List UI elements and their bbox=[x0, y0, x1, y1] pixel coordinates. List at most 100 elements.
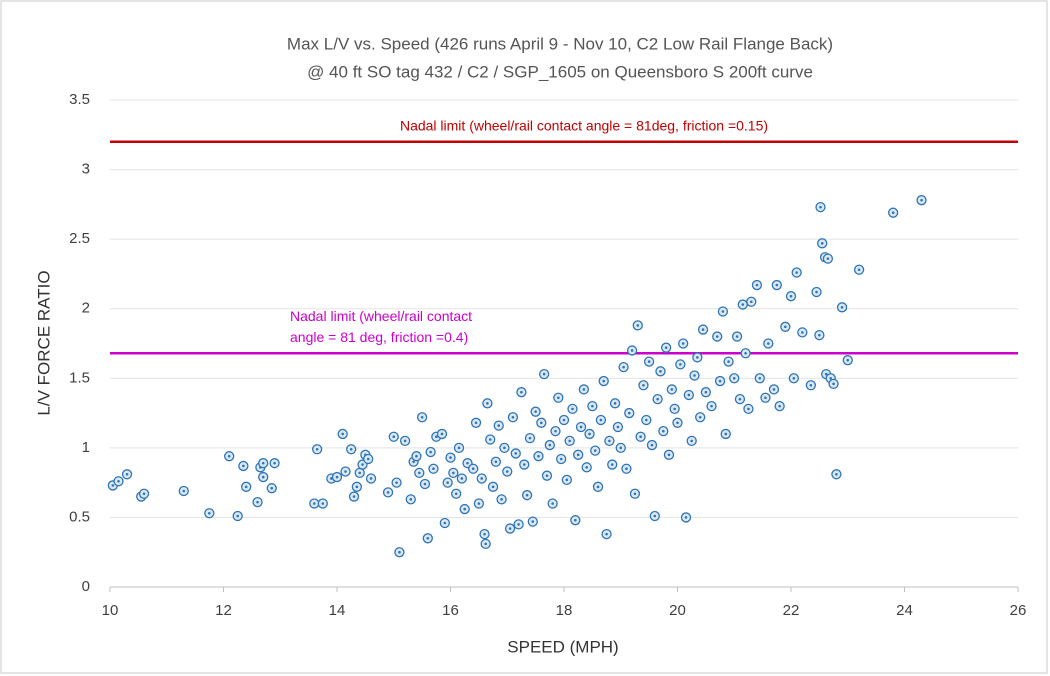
scatter-point-center bbox=[642, 383, 645, 387]
scatter-point-center bbox=[463, 507, 466, 511]
scatter-point-center bbox=[142, 492, 146, 496]
scatter-point-center bbox=[503, 446, 506, 450]
scatter-point-center bbox=[818, 333, 821, 337]
scatter-point-center bbox=[352, 495, 356, 498]
scatter-point-center bbox=[409, 498, 413, 501]
y-tick-label: 2.5 bbox=[69, 230, 90, 247]
scatter-point-center bbox=[321, 502, 325, 505]
scatter-point-center bbox=[261, 475, 265, 479]
scatter-point-center bbox=[548, 443, 552, 447]
x-axis-title: SPEED (MPH) bbox=[507, 637, 618, 656]
scatter-point-center bbox=[256, 500, 259, 504]
y-tick-label: 1 bbox=[82, 439, 90, 456]
scatter-point-center bbox=[559, 457, 563, 461]
scatter-point-center bbox=[440, 432, 444, 436]
scatter-point-center bbox=[619, 446, 623, 450]
scatter-point-center bbox=[738, 397, 742, 401]
scatter-point-center bbox=[500, 498, 503, 501]
scatter-point-center bbox=[574, 518, 577, 522]
scatter-point-center bbox=[664, 346, 668, 349]
scatter-point-center bbox=[625, 467, 628, 471]
y-tick-label: 3 bbox=[82, 161, 90, 178]
scatter-point-center bbox=[747, 407, 750, 411]
scatter-point-center bbox=[542, 372, 546, 376]
scatter-point-center bbox=[505, 470, 509, 473]
scatter-point-center bbox=[313, 502, 316, 505]
scatter-point-center bbox=[758, 376, 762, 380]
scatter-point-center bbox=[693, 374, 696, 377]
scatter-point-center bbox=[593, 449, 597, 452]
scatter-point-center bbox=[710, 404, 713, 408]
scatter-point-center bbox=[735, 335, 739, 338]
scatter-point-center bbox=[585, 466, 588, 469]
scatter-point-center bbox=[466, 461, 469, 465]
scatter-point-center bbox=[636, 324, 640, 327]
scatter-point-center bbox=[732, 376, 736, 380]
scatter-point-center bbox=[236, 514, 239, 518]
scatter-point-center bbox=[784, 325, 787, 329]
scatter-point-center bbox=[270, 486, 274, 490]
scatter-point-center bbox=[715, 335, 719, 338]
scatter-point-center bbox=[815, 290, 818, 294]
reference-label: angle = 81 deg, friction =0.4) bbox=[290, 329, 468, 345]
scatter-point-center bbox=[449, 456, 452, 459]
scatter-point-center bbox=[616, 425, 620, 429]
scatter-point-center bbox=[537, 454, 540, 458]
scatter-point-center bbox=[454, 492, 458, 496]
scatter-point-center bbox=[514, 452, 518, 455]
scatter-point-center bbox=[673, 407, 676, 411]
scatter-point-center bbox=[423, 482, 427, 486]
scatter-point-center bbox=[789, 294, 793, 298]
scatter-point-center bbox=[792, 376, 796, 380]
scatter-point-center bbox=[633, 492, 637, 496]
scatter-point-center bbox=[261, 461, 265, 465]
x-tick-label: 24 bbox=[896, 602, 913, 619]
x-tick-label: 26 bbox=[1010, 602, 1027, 619]
scatter-point-center bbox=[679, 363, 682, 366]
scatter-point-center bbox=[749, 300, 753, 304]
scatter-point-center bbox=[653, 514, 657, 518]
scatter-point-center bbox=[681, 342, 685, 345]
scatter-point-center bbox=[891, 211, 895, 215]
scatter-point-center bbox=[650, 443, 654, 447]
scatter-point-center bbox=[724, 432, 728, 436]
scatter-point-center bbox=[840, 306, 844, 309]
scatter-point-center bbox=[531, 520, 535, 523]
scatter-point-center bbox=[778, 404, 781, 408]
scatter-point-center bbox=[622, 365, 625, 369]
scatter-point-center bbox=[443, 521, 447, 525]
scatter-point-center bbox=[676, 421, 679, 425]
scatter-point-center bbox=[741, 303, 745, 306]
scatter-point-center bbox=[361, 463, 364, 466]
scatter-point-center bbox=[520, 390, 523, 394]
scatter-point-center bbox=[571, 407, 574, 411]
scatter-point-center bbox=[369, 477, 373, 480]
scatter-point-center bbox=[386, 491, 390, 494]
scatter-point-center bbox=[349, 447, 353, 451]
scatter-point-center bbox=[588, 432, 591, 436]
x-tick-label: 14 bbox=[329, 602, 346, 619]
scatter-point-center bbox=[341, 432, 344, 436]
scatter-point-center bbox=[727, 360, 730, 363]
scatter-point-center bbox=[398, 550, 401, 554]
scatter-point-center bbox=[824, 372, 828, 376]
scatter-point-center bbox=[125, 472, 129, 476]
scatter-point-center bbox=[335, 475, 339, 479]
scatter-point-center bbox=[659, 370, 662, 373]
scatter-point-center bbox=[480, 477, 484, 480]
scatter-point-center bbox=[639, 435, 642, 439]
scatter-point-center bbox=[576, 453, 580, 457]
scatter-point-center bbox=[701, 328, 705, 331]
scatter-point-center bbox=[696, 356, 699, 359]
scatter-point-center bbox=[772, 388, 776, 391]
scatter-point-center bbox=[517, 523, 520, 526]
scatter-point-center bbox=[522, 463, 526, 466]
scatter-point-center bbox=[415, 454, 418, 458]
scatter-point-center bbox=[117, 479, 120, 483]
reference-label: Nadal limit (wheel/rail contact bbox=[290, 308, 472, 324]
y-tick-label: 3.5 bbox=[69, 91, 90, 108]
scatter-point-center bbox=[395, 481, 398, 484]
scatter-point-center bbox=[630, 349, 634, 352]
scatter-point-center bbox=[420, 415, 424, 419]
scatter-point-center bbox=[344, 470, 347, 473]
